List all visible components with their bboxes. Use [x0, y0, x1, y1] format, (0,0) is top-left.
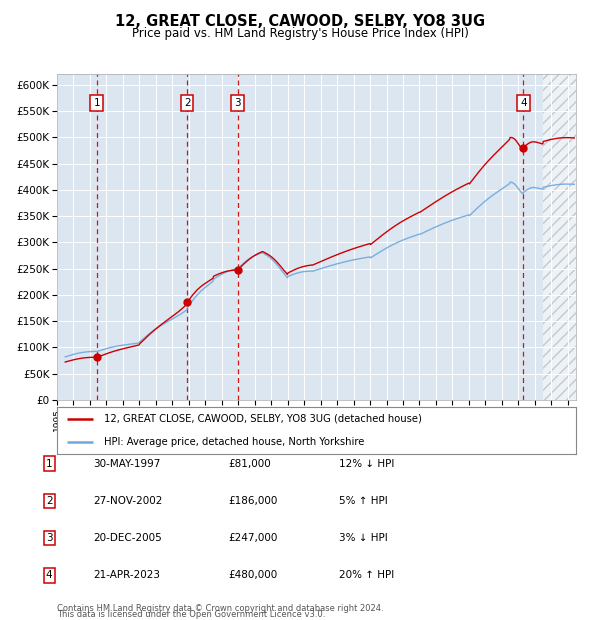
Text: 4: 4 [520, 99, 527, 108]
Text: This data is licensed under the Open Government Licence v3.0.: This data is licensed under the Open Gov… [57, 610, 325, 619]
Text: 30-MAY-1997: 30-MAY-1997 [93, 459, 160, 469]
Text: 12, GREAT CLOSE, CAWOOD, SELBY, YO8 3UG: 12, GREAT CLOSE, CAWOOD, SELBY, YO8 3UG [115, 14, 485, 29]
Text: 12% ↓ HPI: 12% ↓ HPI [339, 459, 394, 469]
Text: 2: 2 [184, 99, 190, 108]
Text: £247,000: £247,000 [228, 533, 277, 543]
Text: 3: 3 [46, 533, 53, 543]
Text: 12, GREAT CLOSE, CAWOOD, SELBY, YO8 3UG (detached house): 12, GREAT CLOSE, CAWOOD, SELBY, YO8 3UG … [104, 414, 422, 424]
Text: 20-DEC-2005: 20-DEC-2005 [93, 533, 162, 543]
Text: HPI: Average price, detached house, North Yorkshire: HPI: Average price, detached house, Nort… [104, 437, 364, 447]
Text: £480,000: £480,000 [228, 570, 277, 580]
Text: 4: 4 [46, 570, 53, 580]
Text: 3: 3 [234, 99, 241, 108]
Text: 2: 2 [46, 496, 53, 506]
Text: 3% ↓ HPI: 3% ↓ HPI [339, 533, 388, 543]
Text: 21-APR-2023: 21-APR-2023 [93, 570, 160, 580]
Text: 5% ↑ HPI: 5% ↑ HPI [339, 496, 388, 506]
Text: Price paid vs. HM Land Registry's House Price Index (HPI): Price paid vs. HM Land Registry's House … [131, 27, 469, 40]
Text: 1: 1 [94, 99, 100, 108]
Text: 27-NOV-2002: 27-NOV-2002 [93, 496, 163, 506]
Text: £186,000: £186,000 [228, 496, 277, 506]
Text: 20% ↑ HPI: 20% ↑ HPI [339, 570, 394, 580]
Text: Contains HM Land Registry data © Crown copyright and database right 2024.: Contains HM Land Registry data © Crown c… [57, 603, 383, 613]
Text: 1: 1 [46, 459, 53, 469]
Text: £81,000: £81,000 [228, 459, 271, 469]
